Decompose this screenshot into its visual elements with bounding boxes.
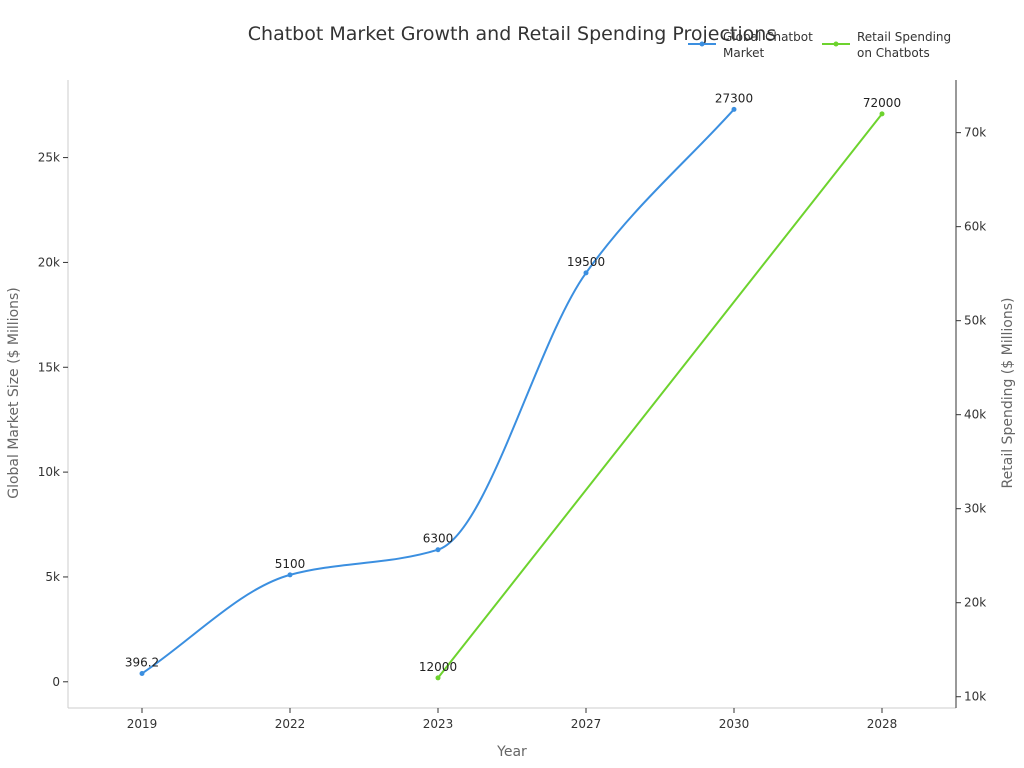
left-y-axis-title: Global Market Size ($ Millions) <box>6 287 22 499</box>
left-y-tick-label: 15k <box>38 360 60 374</box>
series-2: 12000 72000 <box>419 96 901 681</box>
legend-label: Retail Spending on Chatbots <box>857 30 951 60</box>
right-y-tick-label: 40k <box>964 408 986 422</box>
left-y-tick-label: 25k <box>38 151 60 165</box>
right-y-tick-label: 50k <box>964 314 986 328</box>
legend-item: Retail Spending on Chatbots <box>822 30 951 60</box>
data-label: 19500 <box>567 255 605 269</box>
series-1: 396.2 5100 6300 19500 27300 <box>125 91 753 676</box>
right-y-tick-label: 60k <box>964 220 986 234</box>
data-label: 27300 <box>715 91 753 105</box>
series-line <box>141 108 735 675</box>
series-layer: 396.2 5100 6300 19500 27300 12000 72000 <box>125 91 901 681</box>
right-y-axis-title: Retail Spending ($ Millions) <box>1000 298 1016 489</box>
left-y-tick-label: 5k <box>45 570 60 584</box>
data-point <box>139 670 145 676</box>
data-point <box>731 106 737 112</box>
data-point <box>879 111 885 117</box>
data-label: 6300 <box>423 532 454 546</box>
x-tick-label: 2030 <box>719 717 750 731</box>
left-y-axis-ticks: 0 5k 10k 15k 20k 25k <box>38 151 68 689</box>
legend-swatch-marker <box>833 41 839 47</box>
x-tick-label: 2028 <box>867 717 898 731</box>
legend-swatch-marker <box>699 41 705 47</box>
legend-item: Global Chatbot Market <box>688 30 813 60</box>
data-label: 72000 <box>863 96 901 110</box>
x-tick-label: 2019 <box>127 717 158 731</box>
right-y-tick-label: 70k <box>964 126 986 140</box>
left-y-tick-label: 0 <box>52 675 60 689</box>
right-y-axis-ticks: 10k 20k 30k 40k 50k 60k 70k <box>956 126 986 704</box>
x-axis-title: Year <box>496 744 527 760</box>
data-label: 396.2 <box>125 655 159 669</box>
left-y-tick-label: 10k <box>38 465 60 479</box>
right-y-tick-label: 20k <box>964 596 986 610</box>
series-line <box>437 113 883 679</box>
right-y-tick-label: 30k <box>964 502 986 516</box>
x-tick-label: 2022 <box>275 717 306 731</box>
legend: Global Chatbot Market Retail Spending on Ch… <box>688 30 951 60</box>
data-label: 12000 <box>419 660 457 674</box>
right-y-tick-label: 10k <box>964 690 986 704</box>
data-point <box>435 675 441 681</box>
data-label: 5100 <box>275 557 306 571</box>
data-point <box>583 270 589 276</box>
x-axis-ticks: 2019 2022 2023 2027 2030 2028 <box>127 708 898 731</box>
data-point <box>287 572 293 578</box>
data-point <box>435 547 441 553</box>
chart-title: Chatbot Market Growth and Retail Spendin… <box>248 23 776 45</box>
x-tick-label: 2023 <box>423 717 454 731</box>
legend-label: Global Chatbot Market <box>723 30 813 60</box>
left-y-tick-label: 20k <box>38 255 60 269</box>
x-tick-label: 2027 <box>571 717 602 731</box>
